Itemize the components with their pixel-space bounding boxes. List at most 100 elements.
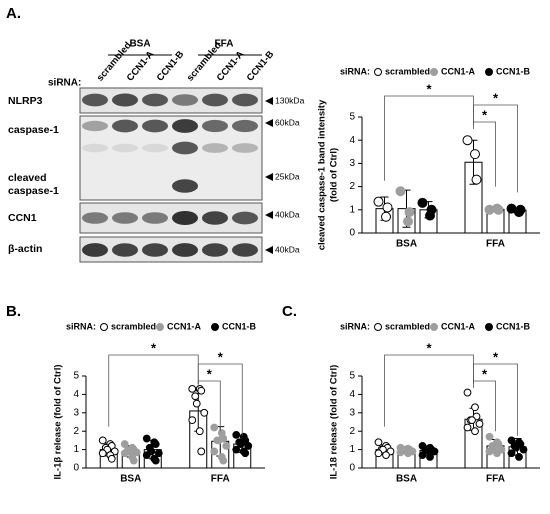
data-point: [374, 449, 383, 458]
data-point: [493, 204, 504, 215]
row-label: caspase-1: [8, 185, 59, 197]
data-point: [471, 174, 482, 185]
blot-band: [112, 212, 138, 224]
legend-label: CCN1-A: [441, 321, 476, 331]
significance-bracket: [473, 363, 518, 436]
y-tick-label: 2: [73, 426, 79, 437]
data-point: [404, 207, 415, 218]
y-tick-label: 1: [73, 444, 79, 455]
legend-marker: [485, 68, 493, 76]
blot-band: [142, 243, 168, 257]
y-tick-label: 2: [349, 426, 355, 437]
y-tick-label: 4: [73, 389, 79, 400]
legend-marker: [100, 323, 108, 331]
data-point: [142, 434, 151, 443]
significance-star: *: [482, 107, 488, 122]
chart: B. 0 1 2 3 4 5 IL-1β release (fold of Ctrl) BSA F…: [6, 303, 265, 485]
blot-band: [172, 94, 198, 106]
data-point: [197, 386, 206, 395]
data-point: [512, 443, 520, 452]
data-point: [244, 442, 253, 450]
legend-marker: [485, 323, 493, 331]
data-point: [475, 419, 484, 428]
blot-band: [82, 120, 108, 132]
significance-star: *: [426, 81, 432, 96]
blot-band: [82, 243, 108, 257]
data-point: [470, 149, 480, 160]
legend-label: CCN1-B: [496, 66, 531, 76]
blot-band: [202, 243, 228, 257]
blot-band: [202, 211, 228, 225]
data-point: [463, 388, 472, 397]
significance-bracket: [197, 380, 221, 432]
blot-band: [112, 143, 138, 153]
legend-label: CCN1-A: [441, 66, 476, 76]
significance-bracket: [197, 363, 243, 436]
legend-label: CCN1-A: [167, 321, 202, 331]
legend-marker: [430, 68, 438, 76]
y-tick-label: 4: [349, 135, 355, 146]
y-tick-label: 3: [349, 407, 355, 418]
blot-band: [232, 211, 258, 225]
data-point: [232, 430, 241, 439]
blot-band: [232, 93, 258, 107]
significance-bracket: [384, 354, 474, 427]
data-point: [210, 423, 219, 432]
data-point: [403, 216, 413, 227]
data-point: [188, 416, 197, 425]
blot-band: [172, 179, 198, 193]
y-axis-label: IL-1β release (fold of Ctrl): [53, 364, 64, 479]
legend-title: siRNA:: [340, 321, 370, 331]
data-point: [381, 211, 391, 222]
row-label: cleaved: [8, 172, 47, 184]
data-point: [426, 453, 434, 461]
x-tick-label: BSA: [396, 239, 417, 250]
data-point: [382, 451, 390, 460]
data-point: [151, 440, 160, 448]
blot-band: [172, 211, 198, 225]
significance-star: *: [426, 340, 432, 355]
data-point: [236, 440, 245, 448]
blot-frame: [79, 115, 263, 201]
legend-label: CCN1-B: [222, 321, 257, 331]
data-point: [471, 427, 479, 436]
marker-arrow: [265, 173, 273, 181]
blot-band: [172, 119, 198, 133]
blot-band: [232, 143, 258, 153]
y-tick-label: 1: [349, 204, 355, 215]
blot-band: [142, 119, 168, 133]
data-point: [418, 451, 427, 460]
marker-label: 40kDa: [275, 209, 300, 219]
data-point: [417, 197, 428, 208]
legend-marker: [156, 323, 164, 331]
data-point: [507, 449, 516, 458]
data-point: [463, 423, 472, 432]
data-point: [485, 432, 494, 441]
data-point: [129, 456, 138, 465]
significance-bracket: [384, 95, 474, 181]
row-label: CCN1: [8, 212, 37, 224]
blot-band: [82, 93, 108, 107]
row-label: NLRP3: [8, 95, 43, 107]
blot-band: [82, 143, 108, 153]
y-tick-label: 1: [349, 444, 355, 455]
y-tick-label: 5: [349, 112, 355, 123]
data-point: [232, 445, 241, 454]
data-point: [188, 384, 197, 393]
data-point: [222, 442, 231, 450]
panel-label: B.: [6, 303, 21, 320]
group-label: BSA: [129, 39, 150, 50]
x-tick-label: FFA: [486, 239, 505, 250]
lane-label: CCN1-A: [125, 49, 157, 84]
legend-label: scrambled: [385, 321, 430, 331]
data-point: [192, 399, 201, 408]
y-tick-label: 0: [349, 463, 355, 474]
significance-star: *: [482, 366, 488, 381]
x-tick-label: BSA: [120, 474, 141, 485]
data-point: [515, 204, 526, 215]
data-point: [374, 438, 383, 447]
data-point: [210, 447, 219, 456]
data-point: [219, 456, 228, 465]
significance-star: *: [151, 340, 157, 355]
legend-label: scrambled: [111, 321, 156, 331]
